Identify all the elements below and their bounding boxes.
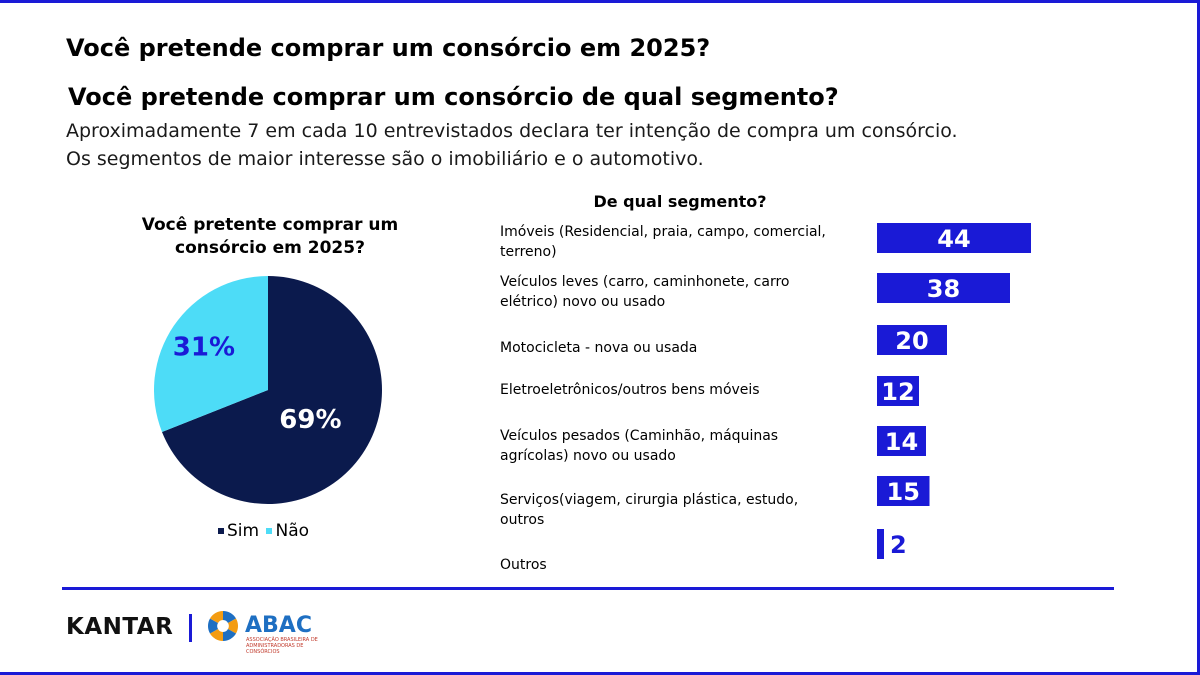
bar (877, 376, 919, 406)
pie-slice-no (153, 276, 268, 432)
pie-data-label: 69% (279, 405, 341, 435)
category-label-outros: Outros (500, 555, 860, 575)
category-label-imoveis: Imóveis (Residencial, praia, campo, come… (500, 222, 860, 262)
bar-value-label: 44 (937, 225, 970, 253)
logo-separator (189, 614, 192, 642)
bar (877, 476, 930, 506)
category-label-line: Motocicleta - nova ou usada (500, 340, 698, 356)
bar (877, 325, 947, 355)
bar-value-label: 2 (890, 531, 907, 559)
category-label-line: Veículos leves (carro, caminhonete, carr… (500, 274, 790, 290)
summary-line-1: Aproximadamente 7 em cada 10 entrevistad… (66, 120, 958, 142)
pie-slice-sim (162, 276, 382, 504)
legend-swatch-nao (266, 528, 273, 534)
pie-chart-title: Você pretente comprar um consórcio em 20… (141, 215, 399, 258)
category-label-line: terreno) (500, 244, 557, 260)
abac-logo: ABAC (245, 613, 312, 638)
legend-label-nao: Não (275, 521, 310, 541)
bar-value-label: 14 (885, 428, 918, 456)
bar (877, 273, 1010, 303)
frame-top-line (0, 0, 1200, 3)
category-label-line: Imóveis (Residencial, praia, campo, come… (500, 224, 826, 240)
page-title: Você pretende comprar um consórcio em 20… (66, 34, 711, 62)
summary-line-2: Os segmentos de maior interesse são o im… (66, 148, 704, 170)
category-label-line: Outros (500, 557, 547, 573)
category-label-servicos: Serviços(viagem, cirurgia plástica, estu… (500, 490, 860, 530)
page-title-secondary: Você pretende comprar um consórcio de qu… (68, 83, 839, 111)
category-label-motocicleta: Motocicleta - nova ou usada (500, 338, 860, 358)
legend-swatch-sim (218, 528, 224, 534)
pie-legend: Sim Não (218, 521, 309, 541)
category-label-line: outros (500, 512, 545, 528)
bar-value-label: 15 (887, 478, 920, 506)
abac-logo-icon (207, 611, 239, 641)
legend-label-sim: Sim (227, 521, 260, 541)
category-label-veiculos-pesados: Veículos pesados (Caminhão, máquinas agr… (500, 426, 860, 466)
bar (877, 223, 1031, 253)
bar-chart: 44 38 20 12 14 15 2 (877, 223, 1031, 559)
category-label-line: Veículos pesados (Caminhão, máquinas (500, 428, 779, 444)
bar-value-label: 12 (881, 378, 914, 406)
category-label-line: Serviços(viagem, cirurgia plástica, estu… (500, 492, 799, 508)
pie-chart: 69% 31% (153, 276, 382, 504)
bar (877, 426, 926, 456)
category-label-line: elétrico) novo ou usado (500, 294, 666, 310)
category-label-line: Eletroeletrônicos/outros bens móveis (500, 382, 760, 398)
abac-logo-subtitle: ASSOCIAÇÃO BRASILEIRA DE ADMINISTRADORAS… (246, 637, 318, 655)
category-label-line: agrícolas) novo ou usado (500, 448, 676, 464)
frame-right-line (1197, 0, 1200, 675)
bar-value-label: 20 (895, 327, 928, 355)
kantar-logo: KANTAR (66, 614, 174, 640)
pie-data-label: 31% (173, 332, 235, 362)
bar-chart-title: De qual segmento? (593, 192, 767, 211)
category-label-eletroeletronicos: Eletroeletrônicos/outros bens móveis (500, 380, 860, 400)
footer-divider (62, 587, 1114, 590)
frame-bottom-line (0, 672, 1200, 675)
category-label-veiculos-leves: Veículos leves (carro, caminhonete, carr… (500, 272, 860, 312)
bar (877, 529, 884, 559)
bar-value-label: 38 (927, 275, 960, 303)
